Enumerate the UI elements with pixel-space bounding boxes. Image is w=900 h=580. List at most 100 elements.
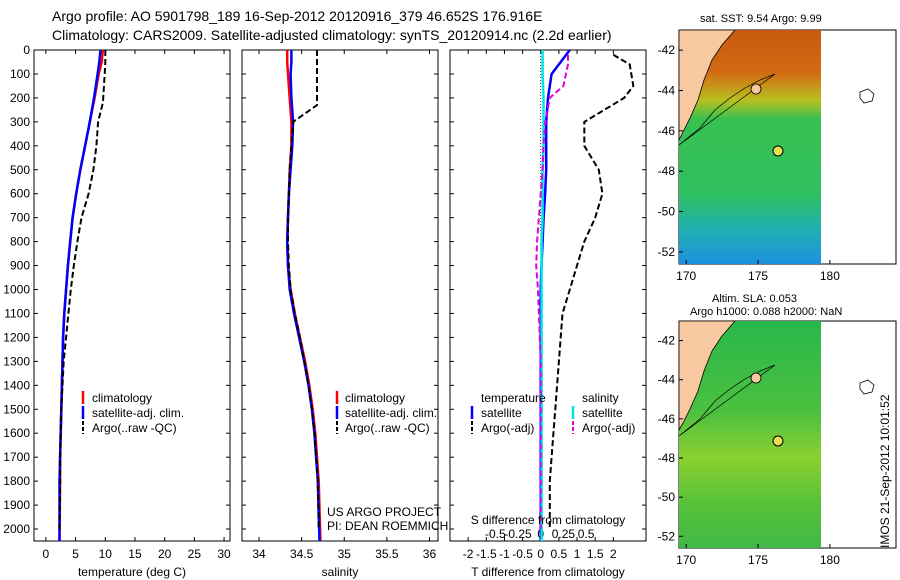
chatham-islands xyxy=(859,88,875,104)
x-tick-label: 0 xyxy=(537,547,544,561)
salinity-depth-ticks xyxy=(242,49,438,530)
lat-tick-label: -42 xyxy=(658,43,676,57)
chatham-islands xyxy=(859,379,875,395)
legend-climatology-label: climatology xyxy=(92,391,152,405)
legend-t-argo-label: Argo(-adj) xyxy=(481,421,534,435)
salinity-legend: climatology satellite-adj. clim. Argo(..… xyxy=(335,391,437,435)
imos-timestamp: IMOS 21-Sep-2012 10:01:52 xyxy=(878,394,892,548)
y-tick-label: 400 xyxy=(10,139,30,153)
shelf-contour xyxy=(678,73,776,146)
legend-temperature-header: temperature xyxy=(481,391,546,405)
x-tick-label: -1 xyxy=(499,547,510,561)
pi-annotation: PI: DEAN ROEMMICH xyxy=(327,519,448,533)
depth-axis: 0 100 200 300 400 500 600 700 800 900 1000 1100 1200… xyxy=(3,43,230,536)
salinity-panel: 34 34.5 35 35.5 36 salinity climatology sate… xyxy=(241,49,448,579)
lat-tick-label: -52 xyxy=(658,529,676,543)
y-tick-label: 1600 xyxy=(3,426,30,440)
difference-legend: temperature salinity satellite Argo(-adj… xyxy=(470,391,635,435)
legend-argo-label: Argo(..raw -QC) xyxy=(92,421,177,435)
y-tick-label: 500 xyxy=(10,163,30,177)
t-difference-axis: -2 -1.5 -1 -0.5 0 0.5 1 1.5 2 xyxy=(463,50,617,561)
series-line-1 xyxy=(58,49,102,541)
shelf-contour xyxy=(678,364,776,437)
legend-s-argo-label: Argo(-adj) xyxy=(582,421,635,435)
x-tick-label: -1.5 xyxy=(476,547,497,561)
x-tick-label: 20 xyxy=(158,547,172,561)
lon-tick-label: 170 xyxy=(676,553,696,567)
y-tick-label: 300 xyxy=(10,115,30,129)
y-tick-label: 1300 xyxy=(3,354,30,368)
x-tick-label: 2 xyxy=(610,547,617,561)
y-tick-label: 1500 xyxy=(3,402,30,416)
temperature-series xyxy=(58,49,107,542)
lat-tick-label: -50 xyxy=(658,205,676,219)
salinity-plot-frame xyxy=(241,49,439,542)
temperature-panel: 0100200300400500600700800900100011001200… xyxy=(3,43,231,579)
lat-tick-label: -44 xyxy=(658,84,676,98)
s-tick-label: 0.25 xyxy=(552,527,576,541)
temperature-legend: climatology satellite-adj. clim. Argo(..… xyxy=(81,391,184,435)
x-tick-label: 36 xyxy=(423,547,437,561)
x-tick-label: 15 xyxy=(128,547,142,561)
x-tick-label: 30 xyxy=(217,547,231,561)
lon-tick-label: 180 xyxy=(820,553,840,567)
land-new-zealand xyxy=(678,320,736,432)
lon-tick-label: 175 xyxy=(748,269,768,283)
x-tick-label: 35 xyxy=(338,547,352,561)
small-island xyxy=(750,372,762,384)
x-tick-label: 5 xyxy=(72,547,79,561)
lat-tick-label: -52 xyxy=(658,245,676,259)
y-tick-label: 200 xyxy=(10,91,30,105)
t-difference-xlabel: T difference from climatology xyxy=(471,565,625,579)
sst-map-label: sat. SST: 9.54 Argo: 9.99 xyxy=(700,13,822,25)
y-tick-label: 600 xyxy=(10,187,30,201)
legend-salinity-header: salinity xyxy=(582,391,619,405)
series-line-2 xyxy=(540,50,545,541)
title-line-2: Climatology: CARS2009. Satellite-adjuste… xyxy=(52,27,612,43)
lon-tick-label: 170 xyxy=(676,269,696,283)
difference-plot-frame xyxy=(449,49,647,542)
y-tick-label: 1200 xyxy=(3,330,30,344)
series-line-2 xyxy=(287,50,320,530)
x-tick-label: 1 xyxy=(574,547,581,561)
x-tick-label: 34 xyxy=(252,547,266,561)
small-island xyxy=(750,83,762,95)
difference-panel: -2 -1.5 -1 -0.5 0 0.5 1 1.5 2 -0.5-0.25 0 0.25 0.5 … xyxy=(449,49,647,579)
y-tick-label: 1800 xyxy=(3,474,30,488)
sla-map-argo-label: Argo h1000: 0.088 h2000: NaN xyxy=(690,306,843,318)
difference-series xyxy=(535,49,635,541)
temperature-plot-frame xyxy=(33,49,231,542)
lat-tick-label: -48 xyxy=(658,451,676,465)
x-tick-label: 0 xyxy=(43,547,50,561)
s-tick-label: -0.5 xyxy=(485,527,506,541)
lat-tick-label: -48 xyxy=(658,164,676,178)
s-tick-label: 0.5 xyxy=(578,527,595,541)
salinity-series xyxy=(285,50,322,542)
y-tick-label: 800 xyxy=(10,235,30,249)
lat-tick-label: -50 xyxy=(658,490,676,504)
y-tick-label: 900 xyxy=(10,259,30,273)
salinity-axis: 34 34.5 35 35.5 36 xyxy=(252,50,436,561)
legend-satellite-label: satellite-adj. clim. xyxy=(92,406,184,420)
temperature-axis: 0 5 10 15 20 25 30 xyxy=(43,50,231,561)
y-tick-label: 700 xyxy=(10,211,30,225)
y-tick-label: 100 xyxy=(10,67,30,81)
x-tick-label: 35.5 xyxy=(375,547,399,561)
y-tick-label: 2000 xyxy=(3,522,30,536)
difference-depth-ticks xyxy=(450,49,646,530)
argo-float-marker xyxy=(772,435,784,447)
x-tick-label: 25 xyxy=(188,547,202,561)
series-line-1 xyxy=(548,53,635,529)
legend-s-satellite-label: satellite xyxy=(582,406,623,420)
series-line-3 xyxy=(535,54,569,529)
lat-tick-label: -44 xyxy=(658,373,676,387)
y-tick-label: 1000 xyxy=(3,283,30,297)
series-line-2 xyxy=(58,50,107,530)
x-tick-label: 10 xyxy=(99,547,113,561)
legend-satellite-label: satellite-adj. clim. xyxy=(345,406,437,420)
temperature-xlabel: temperature (deg C) xyxy=(78,565,186,579)
